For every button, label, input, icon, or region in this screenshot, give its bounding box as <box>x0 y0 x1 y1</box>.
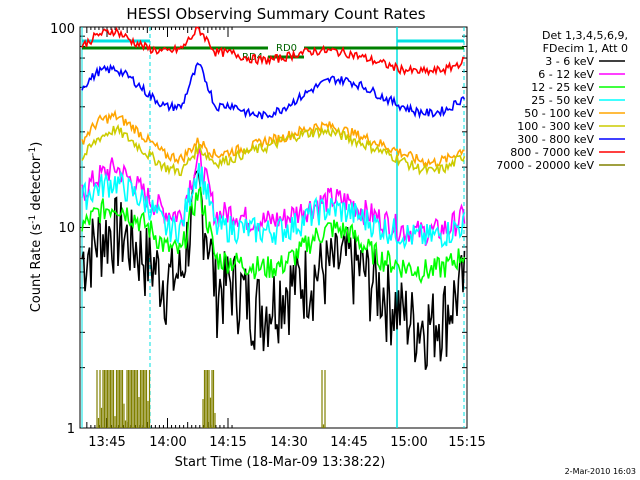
x-axis-label: Start Time (18-Mar-09 13:38:22) <box>175 455 386 470</box>
series-line-7 <box>81 26 465 77</box>
legend-label: 50 - 100 keV <box>524 107 594 120</box>
x-tick-label-1500: 15:00 <box>390 435 427 450</box>
legend-label: 25 - 50 keV <box>531 94 594 107</box>
legend-header-line-1: Det 1,3,4,5,6,9, <box>542 29 628 42</box>
legend-header-line-2: FDecim 1, Att 0 <box>543 42 628 55</box>
series-layer <box>81 26 466 428</box>
x-tick-label-1345: 13:45 <box>88 435 125 450</box>
series-line-4 <box>81 109 465 168</box>
legend-label: 6 - 12 keV <box>538 68 594 81</box>
x-tick-label-1515: 15:15 <box>448 435 485 450</box>
chart-title: HESSI Observing Summary Count Rates <box>126 5 425 23</box>
legend-label: 800 - 7000 keV <box>510 146 594 159</box>
legend-label: 300 - 800 keV <box>517 133 594 146</box>
x-tick-label-1445: 14:45 <box>330 435 367 450</box>
series-line-0 <box>81 169 466 370</box>
x-tick-label-1400: 14:00 <box>149 435 186 450</box>
y-tick-label-10: 10 <box>58 221 75 236</box>
legend-label: 7000 - 20000 keV <box>496 159 594 172</box>
series-line-6 <box>81 62 466 120</box>
x-tick-label-1430: 14:30 <box>270 435 307 450</box>
legend-label: 3 - 6 keV <box>545 55 594 68</box>
series-line-3 <box>81 162 466 250</box>
annotation-rd0: RD0 <box>276 43 297 54</box>
y-axis-label: Count Rate (s-1 detector-1) <box>28 142 44 313</box>
legend-label: 12 - 25 keV <box>531 81 594 94</box>
series-line-2 <box>81 186 466 285</box>
footer-timestamp: 2-Mar-2010 16:03 <box>565 467 636 476</box>
y-tick-label-1: 1 <box>67 422 75 437</box>
legend-label: 100 - 300 keV <box>517 120 594 133</box>
y-tick-label-100: 100 <box>50 22 75 37</box>
series-line-5 <box>81 123 466 177</box>
x-tick-label-1415: 14:15 <box>209 435 246 450</box>
